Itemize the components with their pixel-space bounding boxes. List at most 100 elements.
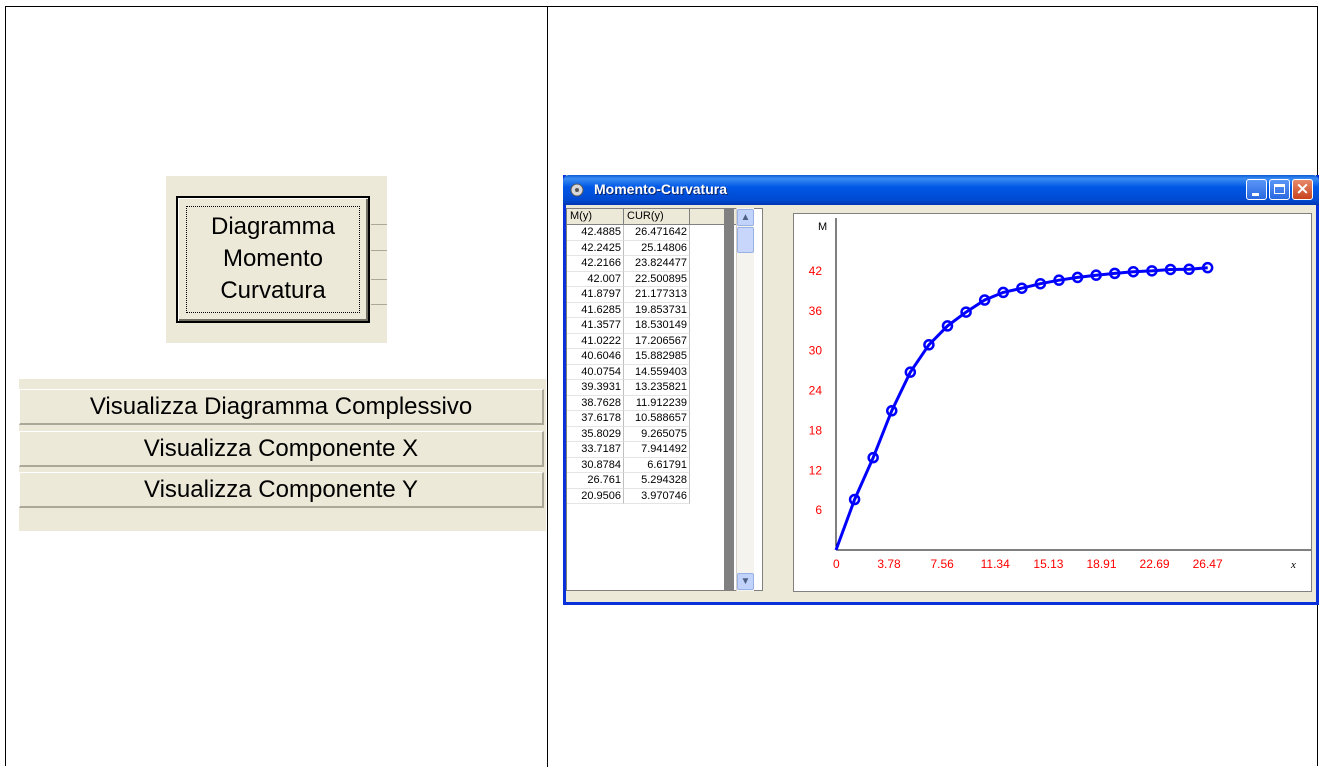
data-point: [1090, 269, 1102, 281]
column-header-cur[interactable]: CUR(y): [624, 209, 690, 224]
table-row[interactable]: 37.6178 10.588657: [567, 411, 727, 427]
x-tick-label: 11.34: [981, 557, 1010, 571]
table-row[interactable]: 38.7628 11.912239: [567, 395, 727, 411]
y-tick-label: 12: [809, 463, 823, 477]
sideline: [371, 224, 387, 225]
cell-cur: 21.177313: [624, 287, 690, 303]
x-axis-label: x: [1290, 559, 1296, 571]
x-tick-label: 7.56: [930, 557, 954, 571]
scroll-down-icon[interactable]: ▼: [737, 573, 754, 590]
cell-cur: 23.824477: [624, 256, 690, 272]
table-row[interactable]: 20.9506 3.970746: [567, 488, 727, 504]
table-row[interactable]: 40.0754 14.559403: [567, 364, 727, 380]
x-tick-label: 0: [833, 557, 840, 571]
table-row[interactable]: 41.0222 17.206567: [567, 333, 727, 349]
close-button[interactable]: ×: [1292, 179, 1313, 200]
sideline: [371, 304, 387, 305]
window-titlebar[interactable]: Momento-Curvatura ×: [563, 175, 1319, 205]
minimize-button[interactable]: [1246, 179, 1267, 200]
cell-m: 41.6285: [567, 302, 624, 318]
cell-cur: 9.265075: [624, 426, 690, 442]
data-point: [867, 451, 879, 464]
cell-m: 42.2425: [567, 240, 624, 256]
y-tick-label: 24: [809, 384, 823, 398]
data-point: [1146, 265, 1158, 277]
data-point: [923, 339, 935, 351]
cell-m: 30.8784: [567, 457, 624, 473]
cell-cur: 15.882985: [624, 349, 690, 365]
table-row[interactable]: 42.2425 25.14806: [567, 240, 727, 256]
data-point: [848, 493, 861, 506]
cell-m: 40.6046: [567, 349, 624, 365]
cell-m: 41.0222: [567, 333, 624, 349]
x-tick-label: 26.47: [1193, 557, 1223, 571]
table-row[interactable]: 39.3931 13.235821: [567, 380, 727, 396]
y-axis-label: M: [818, 221, 827, 233]
y-tick-label: 36: [809, 304, 823, 318]
maximize-button[interactable]: [1269, 179, 1290, 200]
scroll-up-icon[interactable]: ▲: [737, 209, 754, 226]
cell-m: 26.761: [567, 473, 624, 489]
data-point: [997, 286, 1009, 299]
data-point: [960, 306, 972, 318]
cell-m: 42.2166: [567, 256, 624, 272]
vertical-scrollbar[interactable]: ▲ ▼: [736, 208, 754, 591]
visualizza-componente-y-button[interactable]: Visualizza Componente Y: [19, 472, 544, 508]
focus-rectangle: [186, 206, 360, 313]
data-point: [1071, 271, 1084, 284]
diagram-button-crop: Diagramma Momento Curvatura: [166, 176, 387, 343]
grid-header: M(y) CUR(y): [567, 209, 739, 225]
cell-cur: 7.941492: [624, 442, 690, 458]
data-grid[interactable]: M(y) CUR(y) 42.4885 26.471642 42.2425 25.14…: [566, 208, 763, 591]
data-point: [1053, 274, 1065, 286]
sideline: [371, 279, 387, 280]
visualizza-diagramma-complessivo-button[interactable]: Visualizza Diagramma Complessivo: [19, 389, 544, 425]
cell-m: 35.8029: [567, 426, 624, 442]
table-row[interactable]: 41.6285 19.853731: [567, 302, 727, 318]
data-point: [978, 294, 991, 306]
close-icon: ×: [1295, 179, 1310, 199]
table-row[interactable]: 42.2166 23.824477: [567, 256, 727, 272]
cell-m: 42.007: [567, 271, 624, 287]
table-row[interactable]: 33.7187 7.941492: [567, 442, 727, 458]
sideline: [371, 250, 387, 251]
cell-m: 39.3931: [567, 380, 624, 396]
cell-m: 40.0754: [567, 364, 624, 380]
table-row[interactable]: 35.8029 9.265075: [567, 426, 727, 442]
scrollbar-thumb[interactable]: [737, 227, 754, 253]
cell-m: 33.7187: [567, 442, 624, 458]
table-row[interactable]: 41.3577 18.530149: [567, 318, 727, 334]
data-point: [1183, 263, 1195, 276]
data-point: [941, 320, 954, 332]
table-row[interactable]: 30.8784 6.61791: [567, 457, 727, 473]
x-tick-label: 22.69: [1140, 557, 1170, 571]
table-row[interactable]: 42.007 22.500895: [567, 271, 727, 287]
table-row[interactable]: 41.8797 21.177313: [567, 287, 727, 303]
cell-cur: 18.530149: [624, 318, 690, 334]
data-point: [1034, 277, 1047, 290]
table-row[interactable]: 26.761 5.294328: [567, 473, 727, 489]
diagramma-momento-curvatura-button[interactable]: Diagramma Momento Curvatura: [176, 196, 370, 323]
cell-cur: 25.14806: [624, 240, 690, 256]
cell-cur: 17.206567: [624, 333, 690, 349]
app-icon: [570, 183, 584, 197]
cell-cur: 6.61791: [624, 457, 690, 473]
view-buttons-crop: Visualizza Diagramma Complessivo Visuali…: [19, 379, 546, 531]
grid-rows: 42.4885 26.471642 42.2425 25.14806 42.2166 23…: [567, 225, 727, 504]
cell-cur: 19.853731: [624, 302, 690, 318]
data-point: [885, 405, 898, 417]
y-tick-label: 18: [809, 423, 823, 437]
cell-m: 42.4885: [567, 225, 624, 241]
data-point: [904, 366, 917, 378]
x-tick-label: 15.13: [1033, 557, 1063, 571]
visualizza-componente-x-button[interactable]: Visualizza Componente X: [19, 431, 544, 467]
window-title: Momento-Curvatura: [594, 181, 728, 197]
column-header-m[interactable]: M(y): [567, 209, 624, 224]
table-row[interactable]: 42.4885 26.471642: [567, 225, 727, 241]
data-point: [1016, 282, 1028, 294]
table-row[interactable]: 40.6046 15.882985: [567, 349, 727, 365]
data-point: [1127, 265, 1140, 278]
button-label-line-3: Curvatura: [220, 277, 326, 304]
cell-cur: 13.235821: [624, 380, 690, 396]
